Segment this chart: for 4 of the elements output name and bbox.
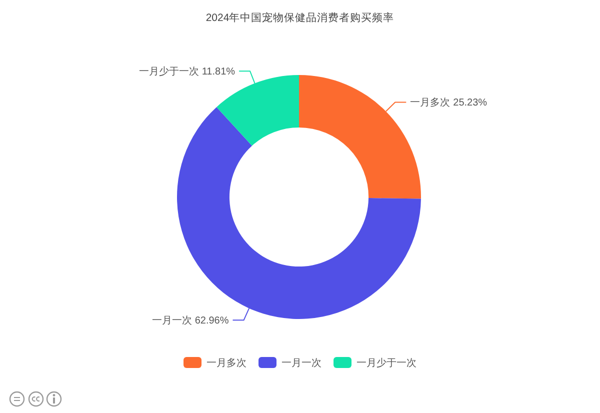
legend-label: 一月一次	[282, 358, 322, 369]
legend-label: 一月多次	[206, 357, 246, 369]
legend-label: 一月少于一次	[356, 357, 416, 369]
title: 2024年中国宠物保健品消费者购买频率	[206, 12, 394, 24]
